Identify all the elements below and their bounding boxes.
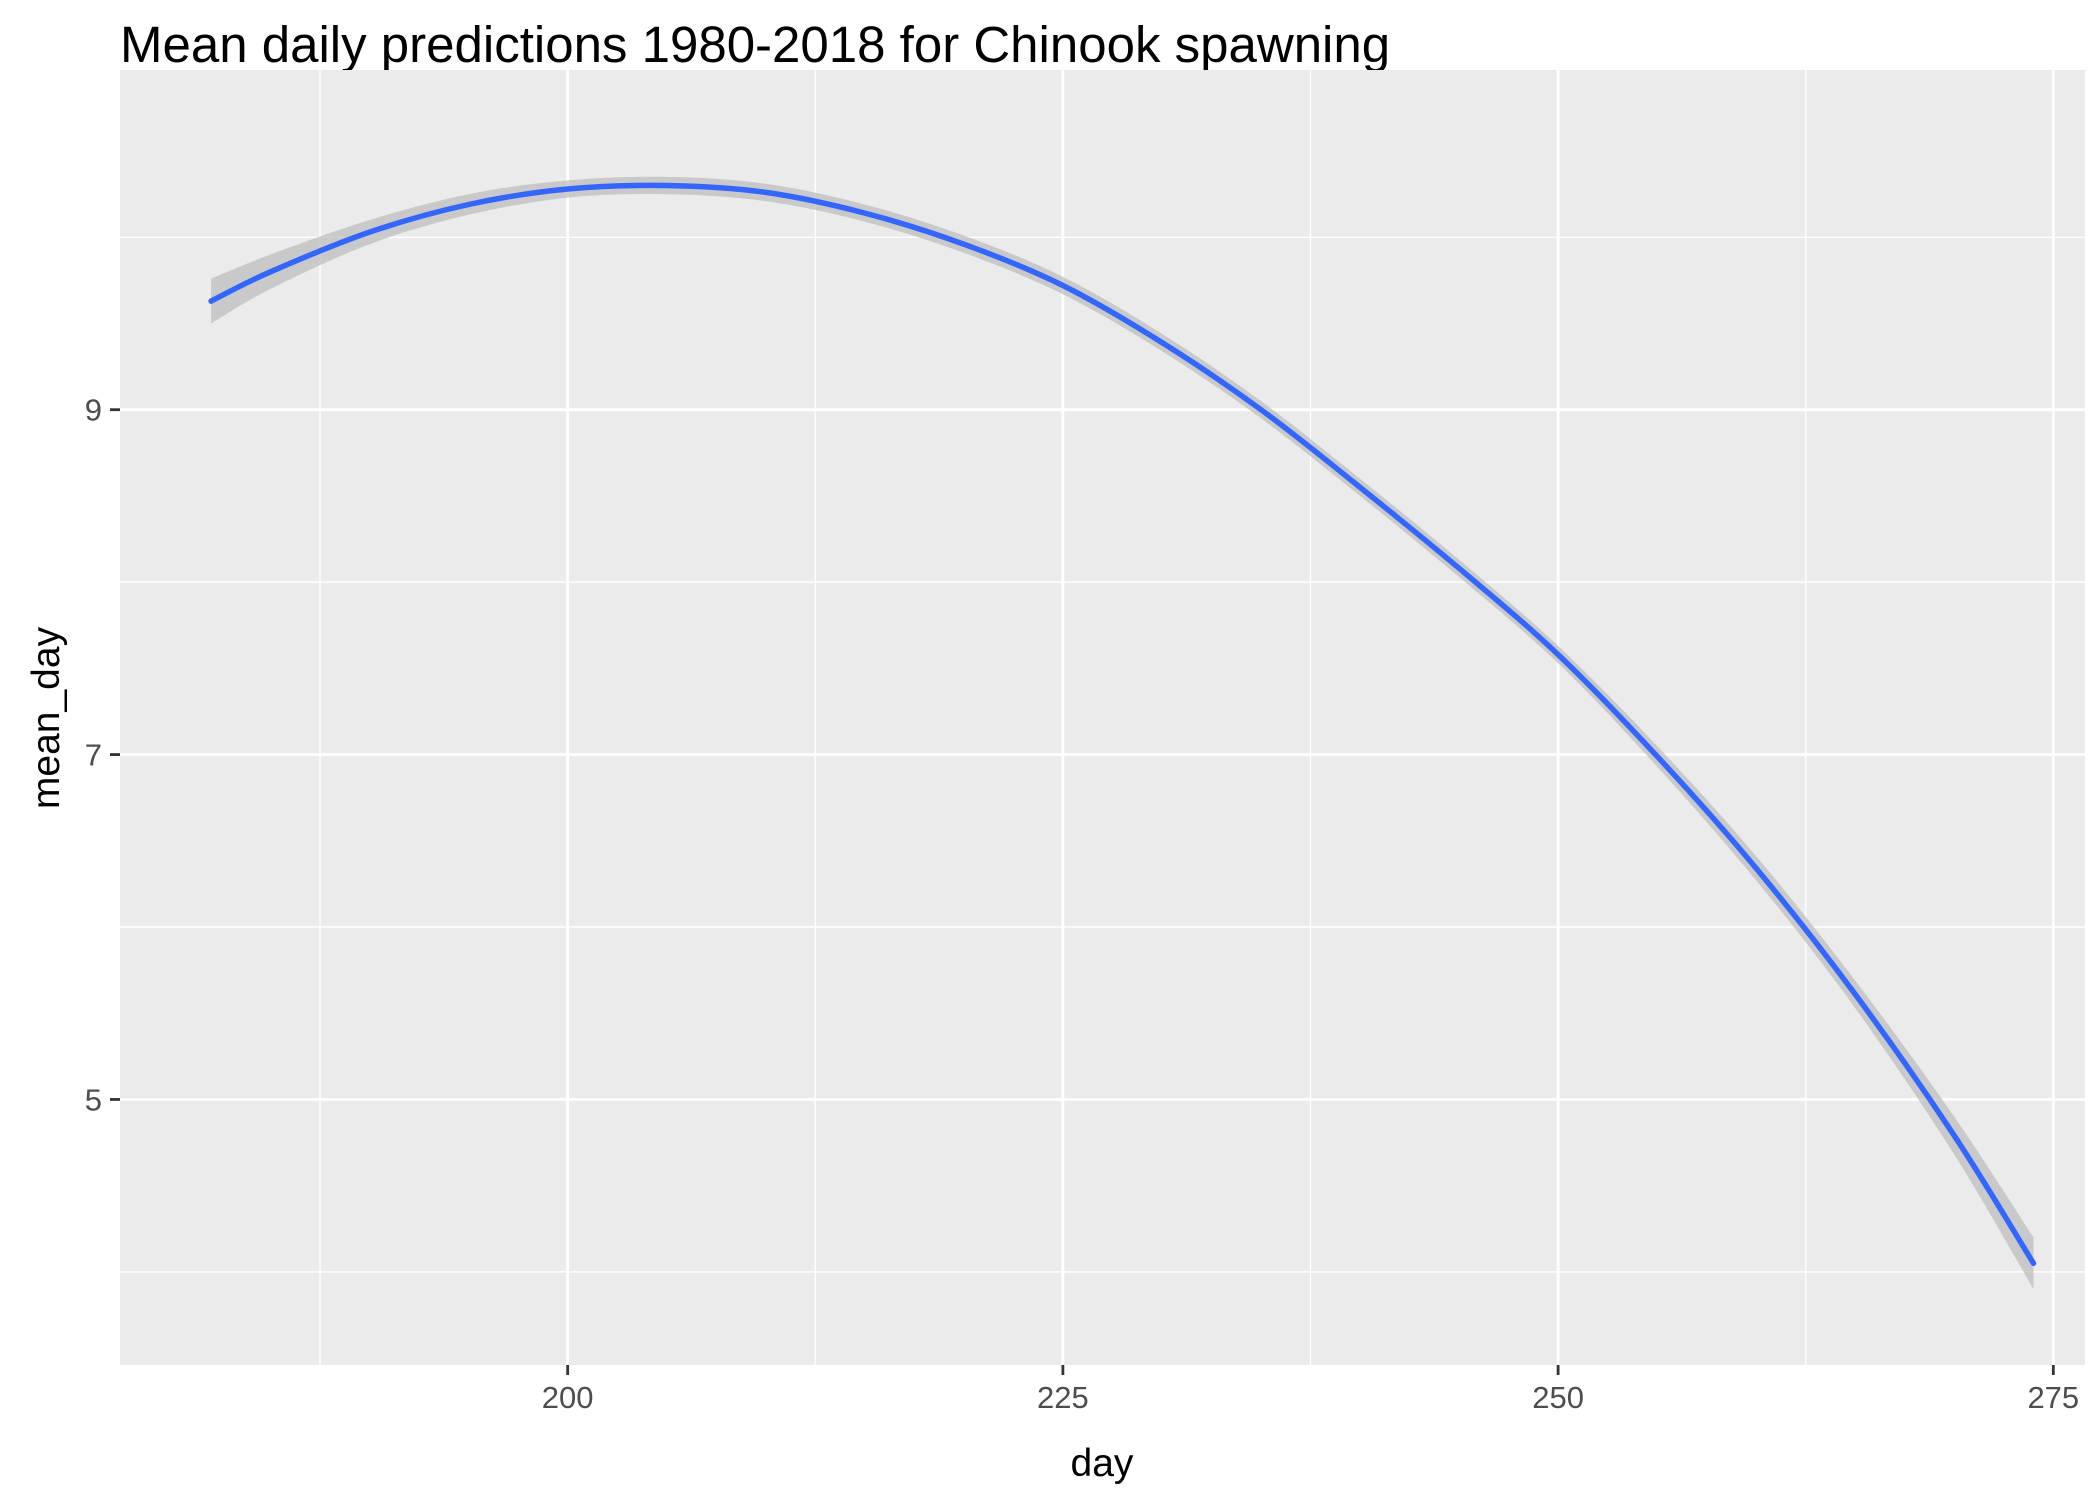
series-line <box>208 182 2037 1267</box>
x-axis-label: day <box>1071 1442 1134 1485</box>
axis-ticks: 200 225 250 275 5 7 9 <box>85 393 2079 1415</box>
grid <box>120 70 2085 1365</box>
plot-panel <box>120 70 2085 1365</box>
x-tick-label: 250 <box>1532 1380 1584 1415</box>
y-tick-label: 7 <box>85 738 102 773</box>
x-tick-label: 225 <box>1037 1380 1089 1415</box>
y-axis-label: mean_day <box>25 626 68 809</box>
chart-title: Mean daily predictions 1980-2018 for Chi… <box>120 16 1390 73</box>
y-tick-label: 5 <box>85 1082 102 1117</box>
x-tick-label: 275 <box>2027 1380 2079 1415</box>
y-tick-label: 9 <box>85 393 102 428</box>
x-tick-label: 200 <box>542 1380 594 1415</box>
